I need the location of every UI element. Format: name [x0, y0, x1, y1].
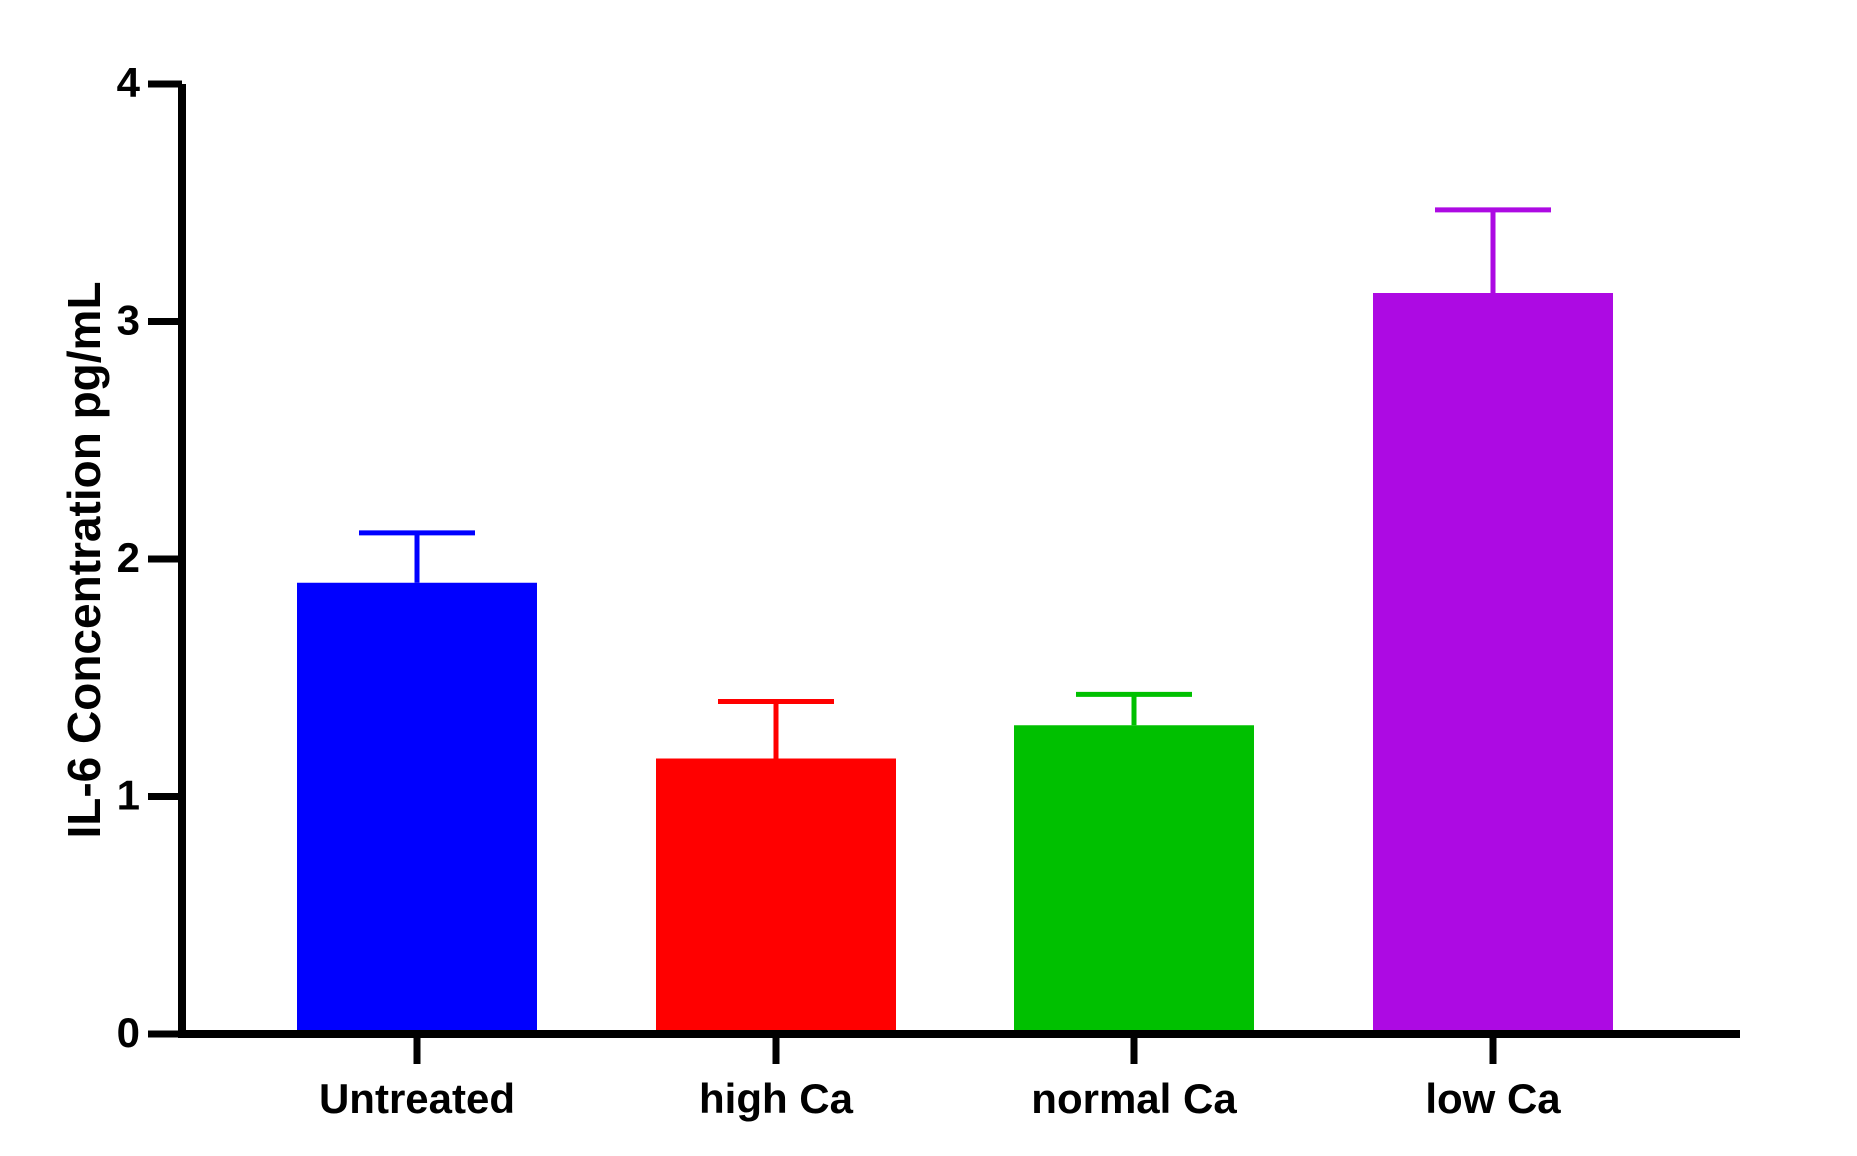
x-category-label: low Ca — [1425, 1075, 1561, 1122]
y-tick-label: 3 — [117, 297, 140, 344]
y-tick-label: 0 — [117, 1009, 140, 1056]
bars-layer — [297, 293, 1613, 1034]
bar-high-ca — [656, 758, 896, 1034]
y-tick-label: 2 — [117, 534, 140, 581]
bar-normal-ca — [1014, 725, 1254, 1034]
x-category-label: high Ca — [699, 1075, 854, 1122]
y-tick-label: 1 — [117, 772, 140, 819]
labels-layer: 0 1 2 3 4 Untreated high Ca normal Ca low Ca — [117, 59, 1562, 1122]
axes-layer — [148, 80, 1740, 1064]
x-category-label: Untreated — [319, 1075, 515, 1122]
y-axis-title: IL-6 Concentration pg/mL — [58, 281, 110, 838]
bar-untreated — [297, 582, 537, 1034]
y-tick-label: 4 — [117, 59, 141, 106]
bar-low-ca — [1373, 293, 1613, 1034]
error-bars-layer — [359, 207, 1551, 759]
x-category-label: normal Ca — [1031, 1075, 1237, 1122]
